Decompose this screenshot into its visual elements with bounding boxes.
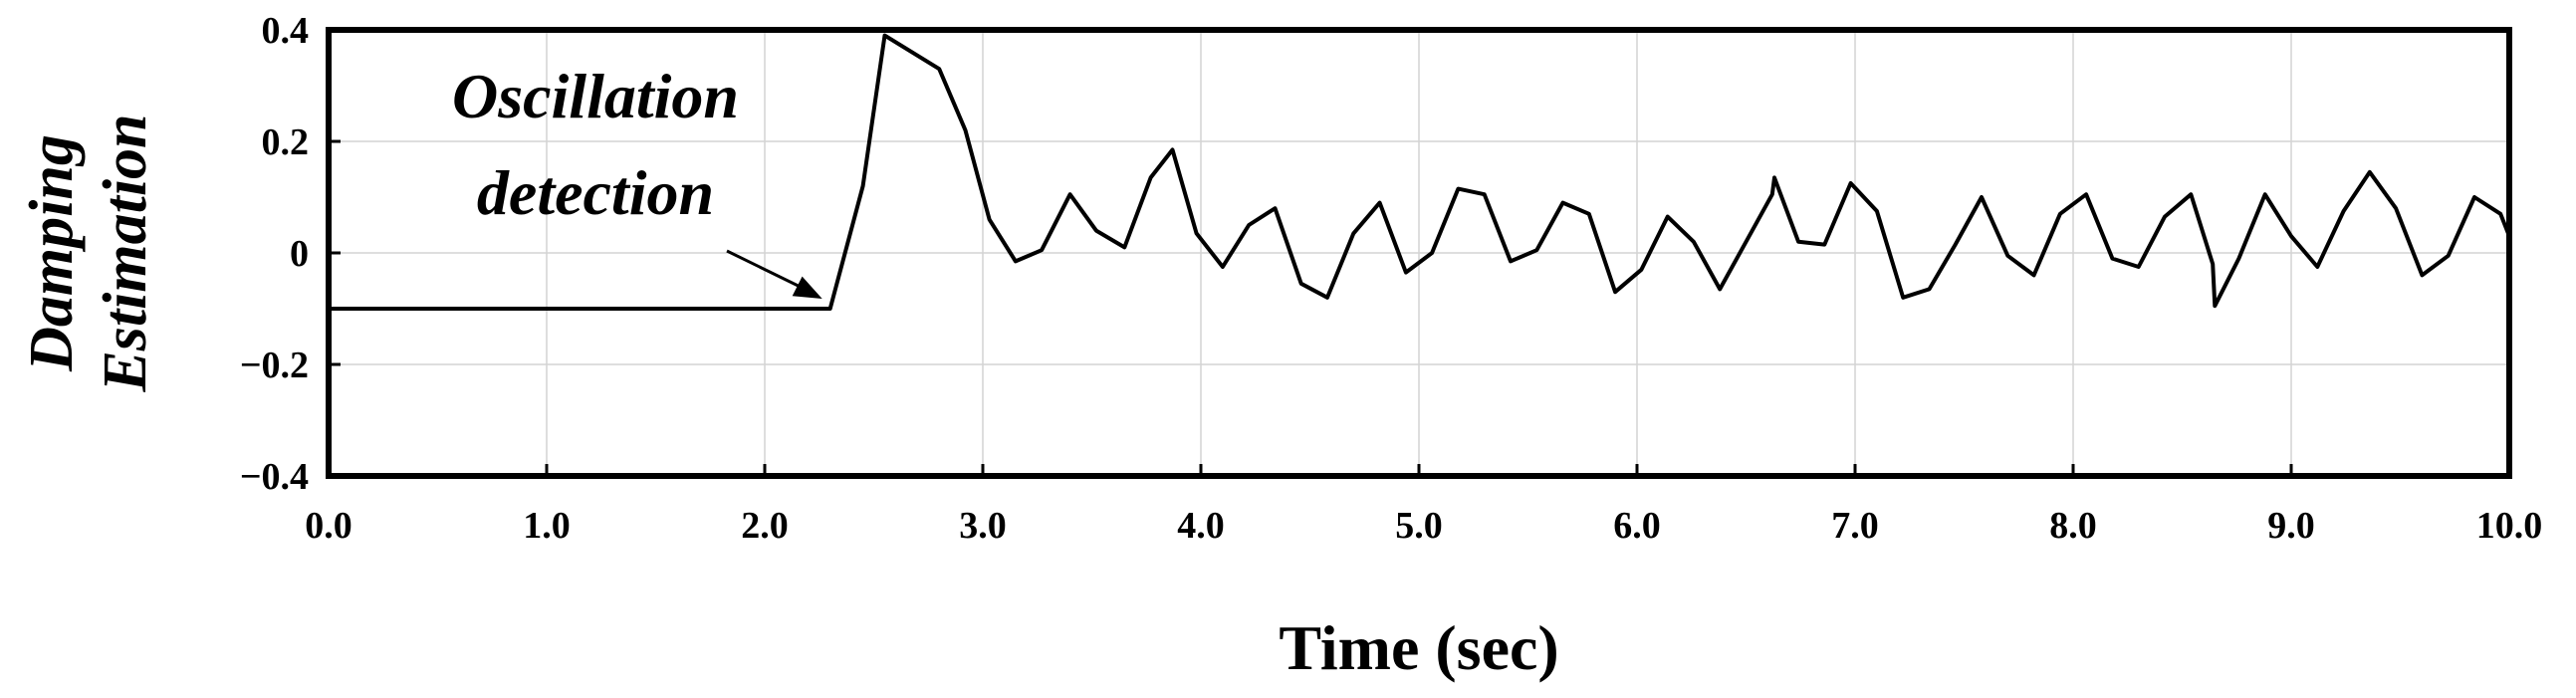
axes: 0.0 1.0 2.0 3.0 4.0 5.0 6.0 7.0 8.0 9.0 10.0 0.4 0.2… xyxy=(18,10,2542,683)
annotation-text-line-2: detection xyxy=(477,157,714,228)
y-tick-label: −0.2 xyxy=(240,345,309,386)
series-layer xyxy=(329,33,2511,311)
x-tick-label: 9.0 xyxy=(2267,505,2315,547)
x-tick-label: 4.0 xyxy=(1177,505,1225,547)
x-tick-label: 1.0 xyxy=(523,505,571,547)
x-tick-label: 0.0 xyxy=(305,505,352,547)
series-line xyxy=(329,33,2511,311)
x-tick-label: 8.0 xyxy=(2049,505,2097,547)
x-tick-label: 2.0 xyxy=(741,505,789,547)
x-tick-label: 6.0 xyxy=(1613,505,1661,547)
x-tick-label: 5.0 xyxy=(1395,505,1443,547)
annotation: Oscillation detection xyxy=(452,61,822,299)
annotation-arrow-line xyxy=(726,249,806,291)
y-tick-label: 0.2 xyxy=(262,121,310,163)
annotation-arrow-head xyxy=(792,276,822,299)
y-axis-label-line-2: Estimation xyxy=(92,114,159,392)
x-tick-label: 7.0 xyxy=(1831,505,1879,547)
grid xyxy=(329,30,2509,476)
x-axis-label: Time (sec) xyxy=(1279,612,1558,683)
y-axis-label-line-1: Damping xyxy=(18,134,86,372)
x-tick-label: 3.0 xyxy=(959,505,1007,547)
y-tick-label: −0.4 xyxy=(240,456,309,498)
y-tick-label: 0 xyxy=(290,233,309,275)
x-tick-label: 10.0 xyxy=(2476,505,2543,547)
y-tick-label: 0.4 xyxy=(262,10,310,52)
annotation-text-line-1: Oscillation xyxy=(452,61,739,131)
